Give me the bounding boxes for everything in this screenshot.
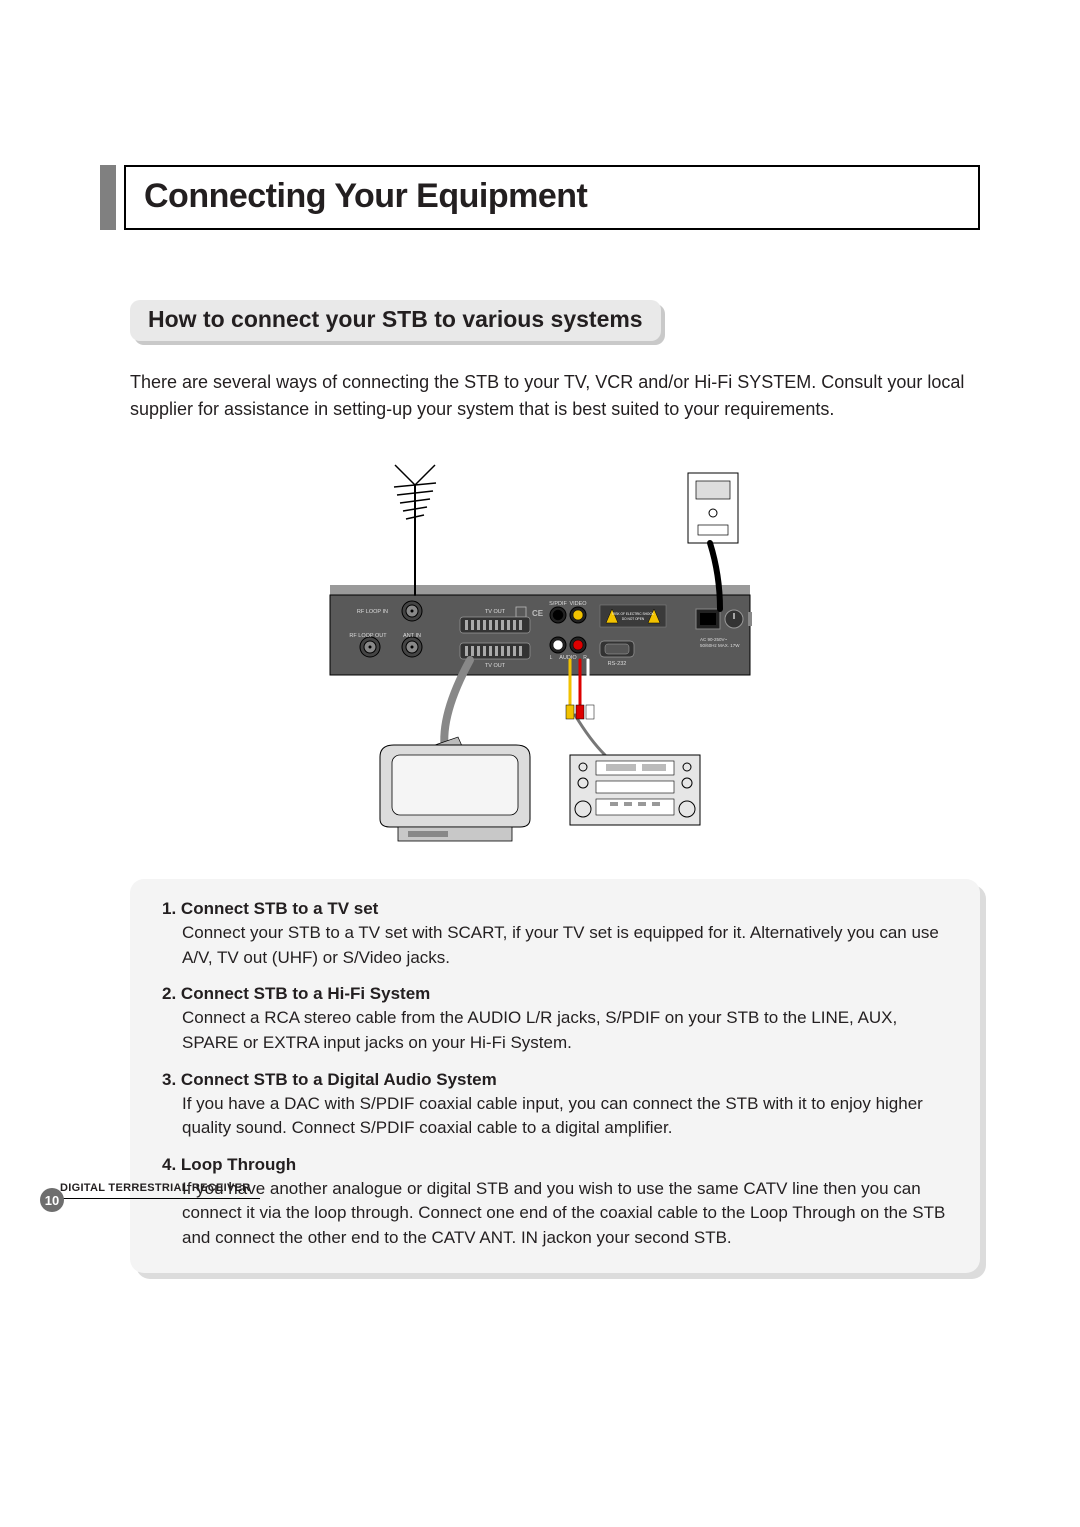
svg-text:RF LOOP OUT: RF LOOP OUT <box>349 633 387 639</box>
step-title: 2. Connect STB to a Hi-Fi System <box>162 984 948 1004</box>
footer-label: DIGITAL TERRESTRIAL RECEIVER <box>60 1182 300 1194</box>
step-3: 3. Connect STB to a Digital Audio System… <box>162 1070 948 1141</box>
connection-diagram: RISK OF ELECTRIC SHOCKDO NOT OPEN CE RF LO… <box>270 455 810 855</box>
step-1: 1. Connect STB to a TV set Connect your … <box>162 899 948 970</box>
step-num: 1. <box>162 899 176 918</box>
svg-text:TV OUT: TV OUT <box>485 663 506 669</box>
intro-paragraph: There are several ways of connecting the… <box>130 369 980 423</box>
subheading-wrap: How to connect your STB to various syste… <box>130 300 661 341</box>
step-title: 3. Connect STB to a Digital Audio System <box>162 1070 948 1090</box>
svg-text:DO NOT OPEN: DO NOT OPEN <box>622 617 645 621</box>
step-body: Connect your STB to a TV set with SCART,… <box>182 921 948 970</box>
page-title: Connecting Your Equipment <box>144 177 960 216</box>
title-accent <box>100 165 116 230</box>
title-box: Connecting Your Equipment <box>124 165 980 230</box>
svg-text:AC 90-250V~: AC 90-250V~ <box>700 637 728 642</box>
svg-text:CE: CE <box>532 609 544 618</box>
svg-text:VIDEO: VIDEO <box>569 601 587 607</box>
step-title: 1. Connect STB to a TV set <box>162 899 948 919</box>
step-num: 3. <box>162 1070 176 1089</box>
steps-list: 1. Connect STB to a TV set Connect your … <box>130 879 980 1273</box>
footer-divider <box>60 1198 260 1199</box>
svg-text:RS-232: RS-232 <box>608 661 627 667</box>
step-num: 2. <box>162 984 176 1003</box>
step-heading: Loop Through <box>181 1155 296 1174</box>
title-bar: Connecting Your Equipment <box>100 165 980 230</box>
step-title: 4. Loop Through <box>162 1155 948 1175</box>
svg-text:L: L <box>550 655 553 661</box>
page-number: 10 <box>40 1188 64 1212</box>
svg-text:ANT IN: ANT IN <box>403 633 421 639</box>
step-heading: Connect STB to a TV set <box>181 899 378 918</box>
svg-text:AUDIO: AUDIO <box>559 655 577 661</box>
subheading: How to connect your STB to various syste… <box>130 300 661 341</box>
step-heading: Connect STB to a Digital Audio System <box>181 1070 497 1089</box>
step-2: 2. Connect STB to a Hi-Fi System Connect… <box>162 984 948 1055</box>
step-4: 4. Loop Through If you have another anal… <box>162 1155 948 1251</box>
step-body: If you have a DAC with S/PDIF coaxial ca… <box>182 1092 948 1141</box>
step-num: 4. <box>162 1155 176 1174</box>
svg-text:S/PDIF: S/PDIF <box>549 601 567 607</box>
step-body: Connect a RCA stereo cable from the AUDI… <box>182 1006 948 1055</box>
svg-text:RISK OF ELECTRIC SHOCK: RISK OF ELECTRIC SHOCK <box>612 612 654 616</box>
svg-text:RF LOOP IN: RF LOOP IN <box>357 609 388 615</box>
step-heading: Connect STB to a Hi-Fi System <box>181 984 430 1003</box>
page-footer: DIGITAL TERRESTRIAL RECEIVER 10 <box>40 1182 300 1199</box>
steps-panel: 1. Connect STB to a TV set Connect your … <box>130 879 980 1273</box>
svg-text:50/60Hz MAX. 17W: 50/60Hz MAX. 17W <box>700 643 740 648</box>
svg-text:TV OUT: TV OUT <box>485 609 506 615</box>
